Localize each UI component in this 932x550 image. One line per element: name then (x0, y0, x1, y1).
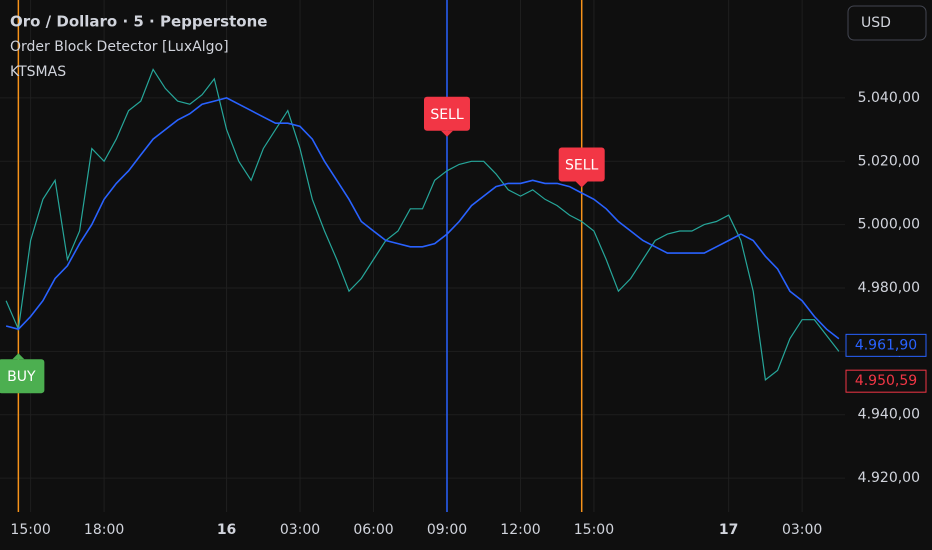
indicator-label: KTSMAS (10, 64, 66, 80)
price-label: 4.950,59 (855, 373, 917, 389)
y-tick-label: 5.020,00 (858, 153, 920, 169)
signal-pointer (575, 181, 588, 188)
signal-label: SELL (565, 157, 599, 173)
x-tick-label: 03:00 (280, 522, 320, 538)
signal-label: BUY (7, 369, 36, 385)
price-badge (845, 369, 927, 393)
y-tick-label: 4.920,00 (858, 470, 920, 486)
y-tick-label: 5.040,00 (858, 90, 920, 106)
signal-box (0, 359, 45, 394)
indicator-label: Order Block Detector [LuxAlgo] (10, 39, 229, 55)
x-tick-label: 03:00 (782, 522, 822, 538)
x-tick-label: 15:00 (10, 522, 50, 538)
currency-button[interactable] (847, 5, 927, 41)
price-label: 4.961,90 (855, 337, 917, 353)
series-line (5, 68, 840, 382)
chart-title: Oro / Dollaro · 5 · Pepperstone (10, 13, 267, 31)
signal-label: SELL (430, 107, 464, 123)
signal-pointer (12, 353, 25, 360)
y-tick-label: 4.940,00 (858, 407, 920, 423)
signal-pointer (440, 130, 453, 137)
y-tick-label: 5.000,00 (858, 217, 920, 233)
signal-box (558, 147, 605, 182)
x-tick-label: 12:00 (500, 522, 540, 538)
signal-box (423, 96, 470, 131)
currency-label[interactable]: USD (861, 15, 891, 31)
x-tick-label: 16 (217, 522, 236, 538)
x-tick-label: 17 (719, 522, 738, 538)
series-line (5, 97, 840, 340)
plot (0, 0, 840, 512)
price-badge (845, 333, 927, 357)
x-tick-label: 15:00 (574, 522, 614, 538)
x-tick-label: 18:00 (84, 522, 124, 538)
y-tick-label: 4.980,00 (858, 280, 920, 296)
x-tick-label: 06:00 (353, 522, 393, 538)
x-tick-label: 09:00 (427, 522, 467, 538)
